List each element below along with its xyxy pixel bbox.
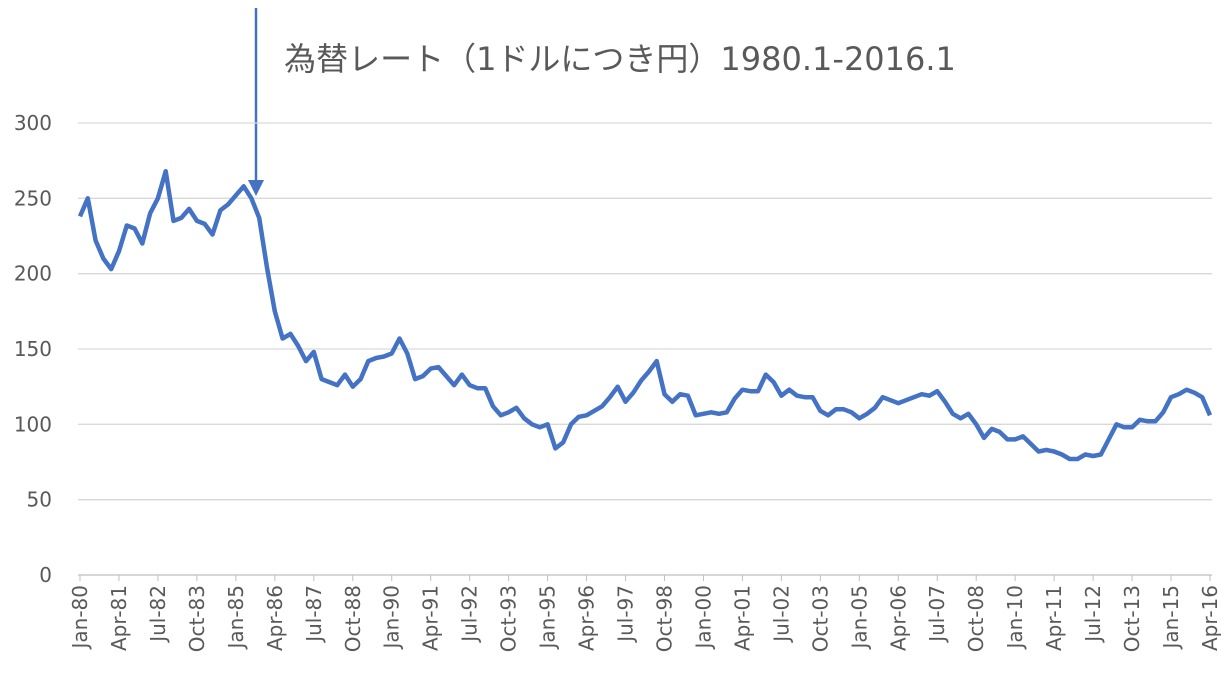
x-tick-label: Jan-15 — [1159, 585, 1183, 651]
x-tick-label: Oct-88 — [341, 585, 365, 652]
x-tick-label: Oct-03 — [808, 585, 832, 652]
x-tick-label: Jul-87 — [302, 585, 326, 644]
y-tick-label: 100 — [14, 412, 52, 436]
x-tick-label: Jan-95 — [536, 585, 560, 651]
x-tick-label: Apr-96 — [575, 585, 599, 651]
x-tick-label: Jan-00 — [691, 585, 715, 651]
x-tick-label: Oct-98 — [652, 585, 676, 652]
x-tick-label: Jan-90 — [380, 585, 404, 651]
x-tick-label: Oct-08 — [964, 585, 988, 652]
x-tick-label: Apr-11 — [1042, 585, 1066, 651]
y-tick-label: 300 — [14, 111, 52, 135]
x-tick-label: Apr-06 — [886, 585, 910, 651]
data-line — [77, 168, 1213, 462]
x-tick-label: Apr-16 — [1198, 585, 1221, 651]
chart-title: 為替レート（1ドルにつき円）1980.1-2016.1 — [284, 40, 956, 78]
y-tick-label: 150 — [14, 337, 52, 361]
x-tick-label: Jul-97 — [614, 585, 638, 644]
x-tick-label: Apr-81 — [107, 585, 131, 651]
arrow-head — [248, 180, 264, 196]
y-tick-label: 250 — [14, 186, 52, 210]
x-tick-label: Jan-05 — [847, 585, 871, 651]
x-tick-label: Jul-07 — [925, 585, 949, 644]
x-tick-label: Jul-92 — [458, 585, 482, 644]
x-tick-label: Apr-01 — [730, 585, 754, 651]
x-tick-label: Jul-02 — [769, 585, 793, 644]
x-tick-label: Oct-93 — [497, 585, 521, 652]
y-tick-label: 200 — [14, 262, 52, 286]
x-tick-label: Apr-91 — [419, 585, 443, 651]
x-tick-label: Jan-80 — [68, 585, 92, 651]
x-tick-label: Jul-82 — [146, 585, 170, 644]
x-tick-label: Jan-10 — [1003, 585, 1027, 651]
x-tick-label: Oct-13 — [1120, 585, 1144, 652]
x-tick-label: Apr-86 — [263, 585, 287, 651]
y-tick-label: 50 — [27, 488, 52, 512]
x-tick-label: Oct-83 — [185, 585, 209, 652]
x-tick-label: Jan-85 — [224, 585, 248, 651]
x-tick-label: Jul-12 — [1081, 585, 1105, 644]
y-tick-label: 0 — [39, 563, 52, 587]
